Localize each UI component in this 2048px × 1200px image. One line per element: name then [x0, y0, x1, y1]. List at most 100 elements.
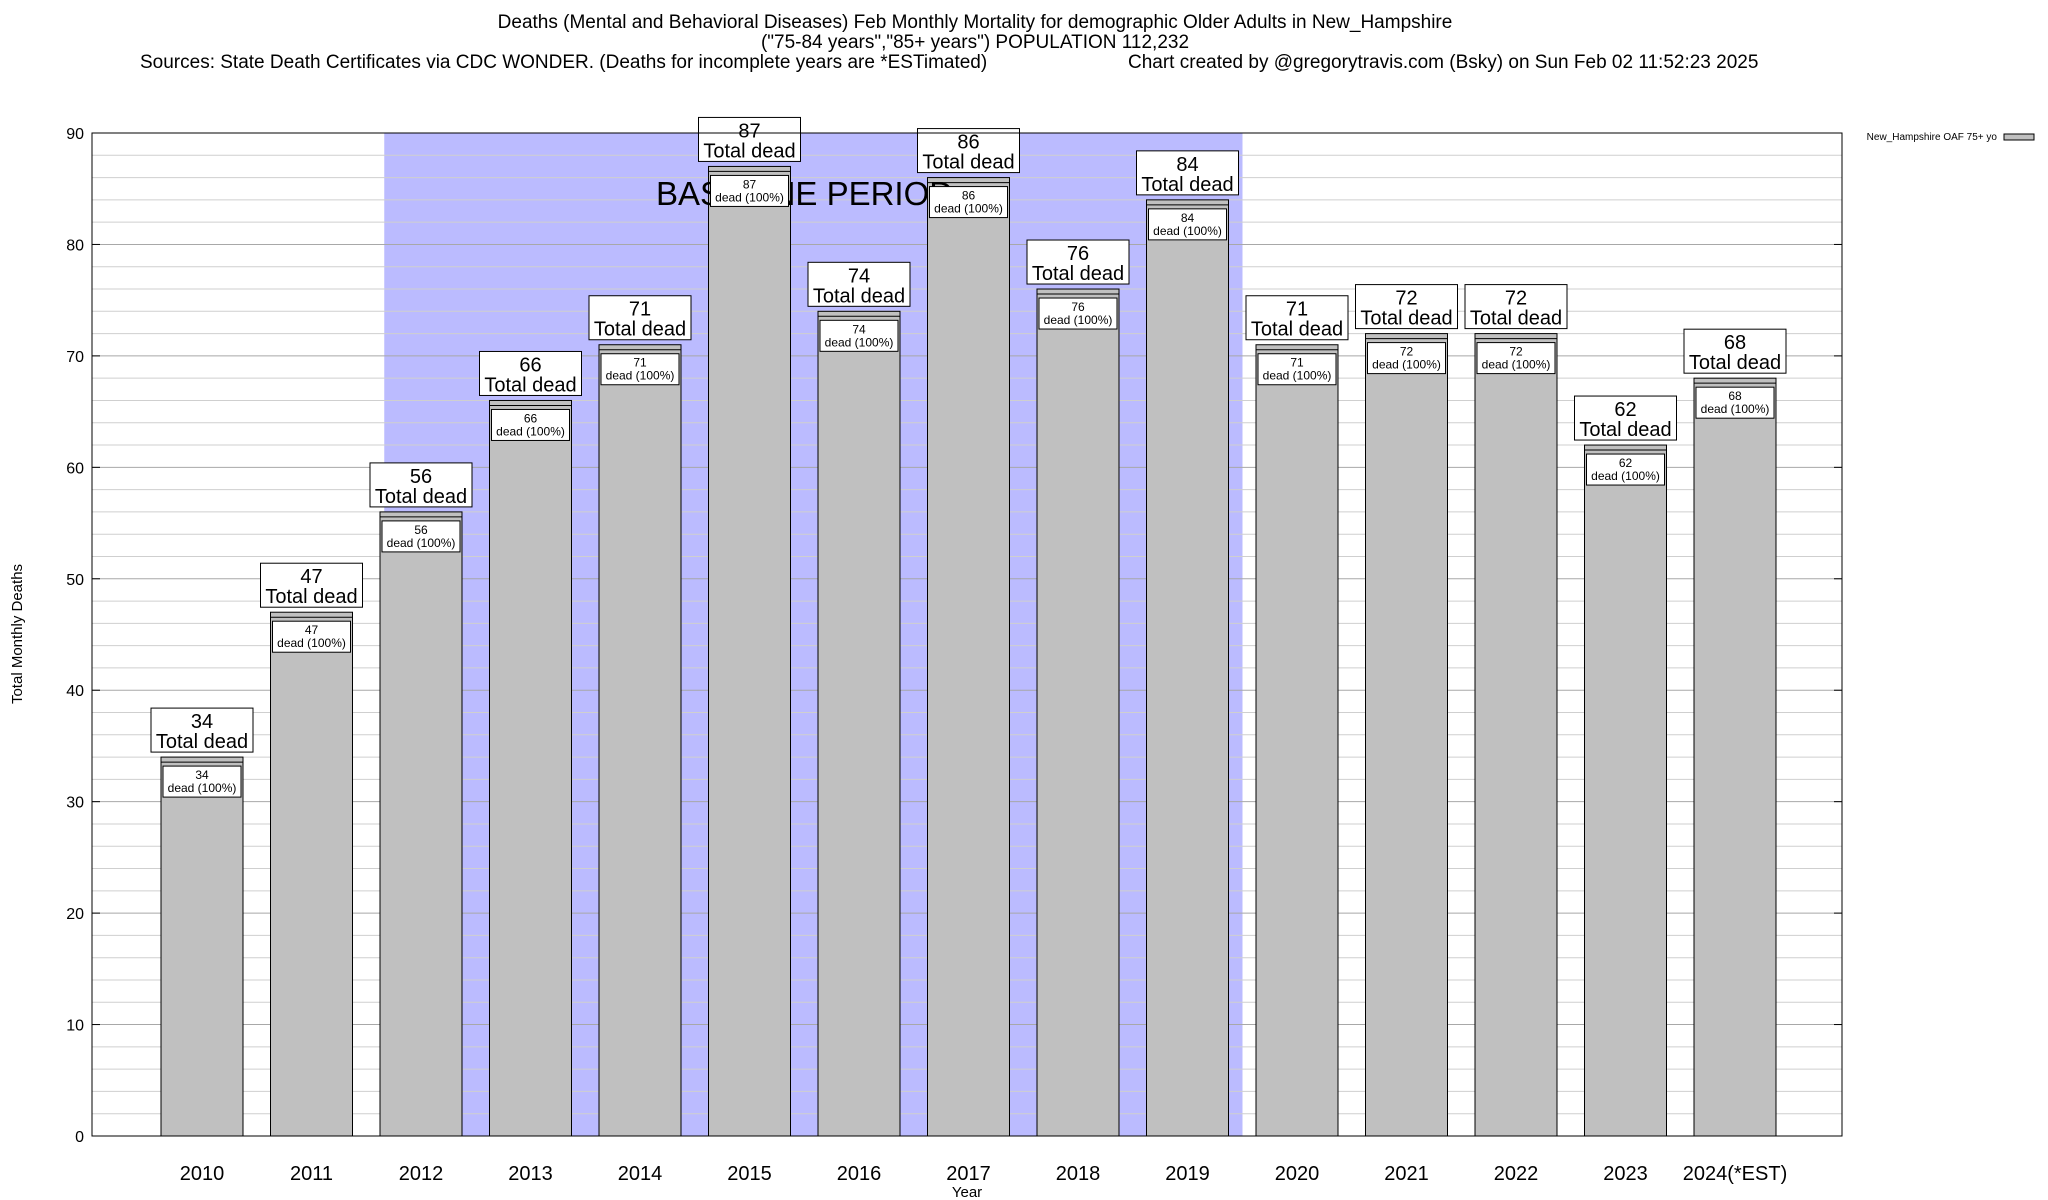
inner-label-box: [1476, 342, 1556, 375]
top-label-value: 56: [410, 466, 432, 488]
y-tick-label: 0: [75, 1129, 84, 1146]
top-label-box: [1464, 284, 1568, 330]
bar-2019: [1146, 199, 1229, 1137]
bar-2011: [270, 611, 353, 1137]
inner-label-value: 72: [1509, 345, 1523, 359]
bar-2014: [598, 344, 682, 1137]
y-axis-label: Total Monthly Deaths: [9, 564, 26, 704]
inner-label-box: [819, 319, 899, 352]
baseline-period-label: BASELINE PERIOD: [656, 175, 953, 212]
top-label-box: [698, 116, 801, 162]
bar-2022: [1474, 333, 1558, 1137]
inner-label-value: 71: [1290, 356, 1304, 370]
y-tick-label: 10: [66, 1018, 84, 1035]
inner-label-text: dead (100%): [168, 781, 237, 795]
inner-label-text: dead (100%): [934, 202, 1003, 216]
bar-2010: [160, 756, 244, 1137]
y-tick-label: 30: [66, 795, 84, 812]
top-label-value: 34: [191, 711, 213, 733]
top-label-box: [917, 128, 1020, 174]
top-label-box: [1574, 395, 1677, 441]
inner-label-text: dead (100%): [496, 424, 565, 438]
top-label-box: [369, 462, 473, 508]
inner-label-text: dead (100%): [1701, 402, 1770, 416]
x-tick-label: 2010: [180, 1163, 225, 1185]
bar-2023: [1584, 444, 1667, 1137]
top-label-box: [1355, 284, 1458, 330]
x-tick-label: 2015: [727, 1163, 772, 1185]
inner-label-box: [1586, 453, 1665, 486]
top-label-value: 68: [1724, 332, 1746, 354]
top-label-text: Total dead: [813, 285, 905, 307]
top-label-text: Total dead: [1032, 263, 1124, 285]
top-label-text: Total dead: [703, 140, 795, 162]
y-tick-label: 40: [66, 683, 84, 700]
x-tick-label: 2023: [1603, 1163, 1648, 1185]
inner-label-text: dead (100%): [1591, 469, 1660, 483]
top-label-value: 76: [1067, 243, 1089, 265]
top-label-text: Total dead: [265, 586, 357, 608]
top-label-box: [260, 562, 363, 608]
top-label-box: [479, 350, 582, 396]
x-tick-label: 2024(*EST): [1683, 1163, 1788, 1185]
inner-label-text: dead (100%): [387, 536, 456, 550]
inner-label-value: 66: [524, 411, 538, 425]
inner-label-box: [1148, 208, 1227, 241]
bar-2017: [927, 177, 1010, 1137]
x-tick-label: 2016: [837, 1163, 882, 1185]
top-label-text: Total dead: [1251, 319, 1343, 341]
inner-label-box: [1367, 342, 1446, 375]
y-tick-label: 90: [66, 126, 84, 143]
bar-2018: [1036, 288, 1120, 1137]
x-tick-label: 2022: [1494, 1163, 1539, 1185]
inner-label-text: dead (100%): [1482, 358, 1551, 372]
inner-label-text: dead (100%): [1263, 369, 1332, 383]
bar-2015: [708, 165, 791, 1137]
inner-label-box: [1695, 386, 1775, 419]
top-label-value: 84: [1176, 154, 1198, 176]
inner-label-value: 74: [852, 322, 866, 336]
top-label-box: [807, 261, 911, 307]
x-tick-label: 2013: [508, 1163, 553, 1185]
y-tick-label: 80: [66, 237, 84, 254]
inner-label-box: [381, 520, 461, 553]
inner-label-text: dead (100%): [715, 190, 784, 204]
x-tick-label: 2017: [946, 1163, 991, 1185]
top-label-value: 87: [738, 120, 760, 142]
top-label-value: 71: [629, 299, 651, 321]
top-label-value: 72: [1505, 288, 1527, 310]
legend: New_Hampshire OAF 75+ yo: [1867, 132, 2035, 143]
inner-label-box: [710, 174, 789, 207]
y-tick-label: 20: [66, 906, 84, 923]
top-label-value: 74: [848, 265, 870, 287]
inner-label-value: 86: [962, 189, 976, 203]
legend-swatch: [2003, 133, 2035, 141]
chart-subtitle: ("75-84 years","85+ years") POPULATION 1…: [760, 32, 1190, 53]
top-label-value: 66: [519, 354, 541, 376]
top-label-text: Total dead: [1689, 352, 1781, 374]
top-label-box: [150, 707, 254, 753]
bar-2013: [489, 399, 572, 1137]
inner-label-value: 84: [1181, 211, 1195, 225]
top-label-value: 47: [300, 566, 322, 588]
inner-label-value: 72: [1400, 345, 1414, 359]
